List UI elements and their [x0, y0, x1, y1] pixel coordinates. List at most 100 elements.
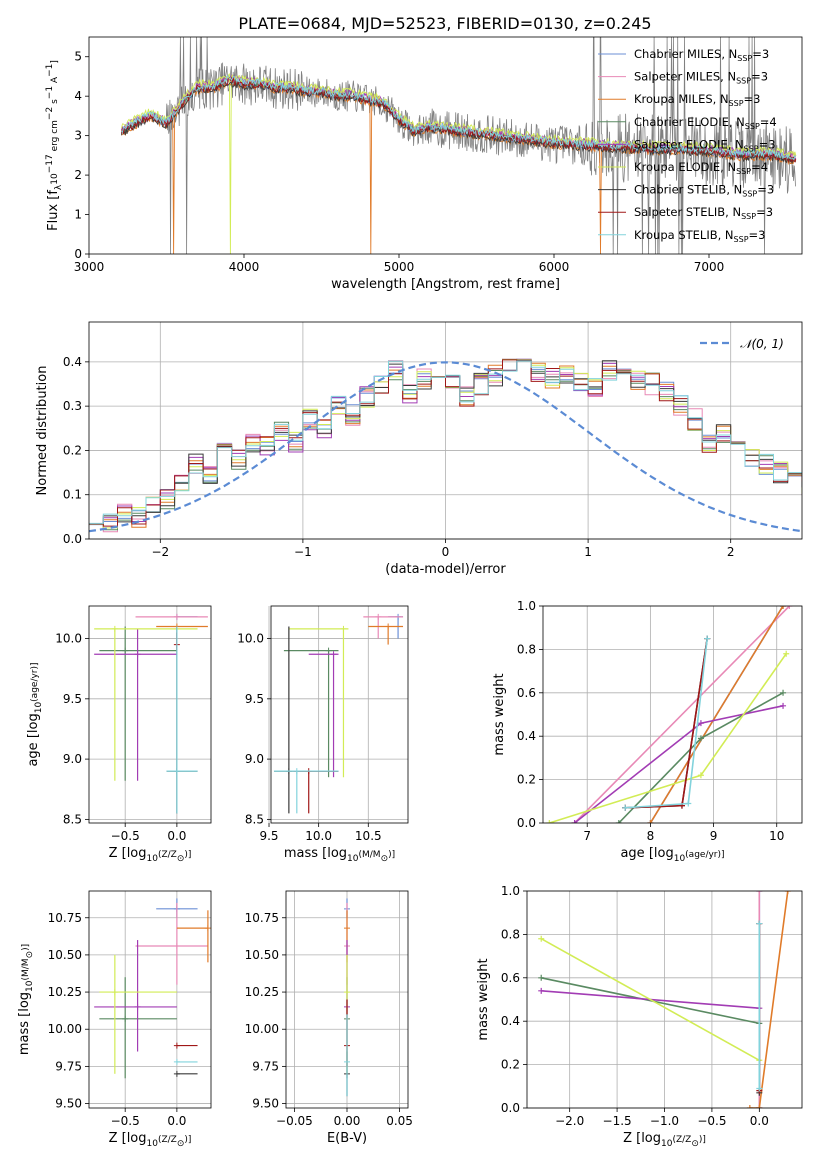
point-marker: [134, 651, 141, 658]
label-part: (age/yr)]: [685, 850, 724, 860]
y-axis-label: mass weight: [476, 958, 491, 1040]
series-line: [625, 638, 708, 809]
legend-entry: Salpeter MILES, NSSP=3: [634, 70, 768, 86]
x-tick-label: −1.0: [650, 1114, 679, 1128]
series-marker: [746, 1105, 753, 1108]
point-marker: [173, 768, 180, 775]
label-part: )]: [184, 850, 191, 860]
label-part: ]: [50, 60, 60, 64]
label-part: age [log: [620, 846, 673, 861]
label-part: −2: [45, 107, 55, 120]
series-marker: [756, 1085, 763, 1092]
y-tick-label: 10.75: [48, 911, 82, 925]
label-part: )]: [388, 850, 395, 860]
point-kroupa-elodie: [94, 625, 198, 781]
plot-area: [121, 37, 797, 254]
x-tick-label: −0.5: [697, 1114, 726, 1128]
label-part: s: [50, 99, 60, 107]
y-tick-label: 9.0: [63, 752, 82, 766]
label-part: ⊙: [381, 854, 389, 864]
point-kroupa-elodie: [288, 625, 349, 778]
age-vs-mass-panel: 9.5 10.0 10.5 8.5 9.0 9.5 10.0 mass [log10(M/M⊙…: [237, 605, 409, 864]
point-marker: [344, 989, 350, 996]
label-part: 10: [674, 854, 686, 864]
y-tick-label: 0.3: [63, 399, 82, 413]
series-line: [649, 606, 784, 823]
x-tick-label: −2.0: [555, 1114, 584, 1128]
mass-vs-metallicity-panel: −0.5 0.0 9.50 9.75 10.00 10.25 10.50 10.75 Z [lo…: [17, 890, 212, 1149]
x-axis-label: Z [log10(Z/Z⊙)]: [109, 846, 192, 864]
residuals-panel: −2 −1 0 1 2 0.0 0.1 0.2 0.3 0.4 (data-model)/error…: [35, 321, 803, 577]
label-part: 10: [347, 854, 359, 864]
label-part: erg cm: [50, 120, 60, 154]
x-tick-label: 3000: [74, 260, 105, 274]
model-spectrum-salpeter-stelib: [121, 76, 797, 163]
y-tick-label: 9.5: [63, 692, 82, 706]
legend-entry-text: Kroupa STELIB, N: [634, 228, 734, 242]
y-tick-label: 8.5: [63, 812, 82, 826]
point-kroupa-stelib: [273, 768, 339, 814]
series-marker: [546, 820, 553, 823]
legend-entry-text: Chabrier ELODIE, N: [634, 115, 745, 129]
point-marker: [173, 942, 180, 949]
series-chabrier-elodie: [615, 689, 787, 823]
axes-frame: [285, 890, 409, 1109]
x-tick-label: 7000: [694, 260, 725, 274]
y-tick-label: 10.50: [245, 948, 279, 962]
legend-entry: Kroupa ELODIE, NSSP=4: [634, 160, 768, 176]
figure-title: PLATE=0684, MJD=52523, FIBERID=0130, z=0…: [238, 14, 651, 33]
legend-entry: Kroupa STELIB, NSSP=3: [634, 228, 765, 244]
y-axis-label: mass weight: [492, 673, 507, 755]
y-tick-label: 0.2: [501, 1058, 520, 1072]
series-marker: [784, 891, 791, 894]
legend-entry-tail: =3: [757, 183, 774, 197]
point-marker: [344, 1058, 350, 1065]
y-tick-label: 2: [74, 168, 82, 182]
label-part: A: [50, 76, 60, 86]
legend-entry-sub: SSP: [737, 54, 752, 63]
label-part: (Z/Z: [158, 850, 177, 860]
point-marker: [111, 989, 118, 996]
series-marker: [647, 820, 654, 823]
y-tick-label: 1.0: [517, 599, 536, 613]
label-part: ⊙: [25, 951, 35, 959]
y-tick-label: 9.50: [55, 1097, 82, 1111]
x-tick-label: −0.5: [111, 1114, 140, 1128]
series-kroupa-miles: [746, 891, 791, 1108]
y-tick-label: 10.00: [245, 1022, 279, 1036]
legend-entry-tail: =3: [744, 92, 761, 106]
label-part: 10: [661, 1139, 673, 1149]
x-tick-label: −2: [151, 545, 169, 559]
point-marker: [344, 925, 350, 932]
label-part: Z [log: [109, 1131, 147, 1146]
point-salpeter-miles: [135, 902, 208, 985]
spectrum-panel: 3000 4000 5000 6000 7000 0 1 2 3 4 5 wavelength [An…: [45, 36, 803, 292]
mass-weight-vs-metallicity-panel: −2.0 −1.5 −1.0 −0.5 0.0 0.0 0.2 0.4 0.6 0.8 1.0 Z […: [476, 884, 803, 1149]
y-tick-label: 1.0: [501, 884, 520, 898]
series-marker: [704, 635, 711, 642]
point-salpeter-elodie: [94, 628, 177, 781]
legend-entry-text: Salpeter MILES, N: [634, 70, 736, 84]
axes-frame: [88, 321, 803, 540]
y-tick-label: 10.00: [48, 1022, 82, 1036]
legend-entry-sub: SSP: [745, 122, 760, 131]
series-kroupa-elodie: [538, 935, 763, 1064]
series-line: [749, 891, 789, 1108]
y-tick-label: 10.25: [245, 985, 279, 999]
series-salpeter-miles: [571, 606, 793, 823]
x-axis-label: E(B-V): [327, 1131, 367, 1146]
plot-area: [273, 613, 404, 814]
point-kroupa-stelib: [173, 1058, 198, 1065]
y-tick-label: 9.75: [252, 1059, 279, 1073]
y-tick-label: 0: [74, 247, 82, 261]
y-tick-label: 1: [74, 208, 82, 222]
legend-entry: Chabrier STELIB, NSSP=3: [634, 183, 774, 199]
point-chabrier-elodie: [283, 647, 339, 778]
label-part: 10: [50, 173, 60, 185]
point-kroupa-miles: [176, 910, 211, 963]
label-part: ⊙: [177, 854, 185, 864]
legend-entry-sub: SSP: [736, 77, 751, 86]
x-tick-label: 1: [584, 545, 592, 559]
label-part: −17: [45, 154, 55, 173]
